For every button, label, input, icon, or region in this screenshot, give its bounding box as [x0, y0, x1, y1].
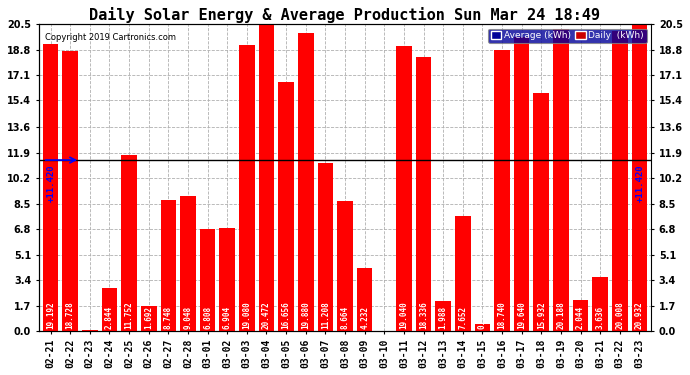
- Bar: [239, 45, 255, 331]
- Text: 8.664: 8.664: [340, 306, 350, 329]
- Text: 2.044: 2.044: [576, 306, 585, 329]
- Bar: [553, 29, 569, 331]
- Bar: [298, 33, 313, 331]
- Text: 19.080: 19.080: [242, 301, 251, 329]
- Bar: [494, 51, 510, 331]
- Text: 16.656: 16.656: [282, 301, 290, 329]
- Bar: [141, 306, 157, 331]
- Bar: [533, 93, 549, 331]
- Text: 1.692: 1.692: [144, 306, 153, 329]
- Title: Daily Solar Energy & Average Production Sun Mar 24 18:49: Daily Solar Energy & Average Production …: [90, 7, 600, 23]
- Text: Copyright 2019 Cartronics.com: Copyright 2019 Cartronics.com: [45, 33, 176, 42]
- Text: 1.988: 1.988: [439, 306, 448, 329]
- Text: 19.192: 19.192: [46, 301, 55, 329]
- Text: 18.728: 18.728: [66, 301, 75, 329]
- Text: 11.752: 11.752: [125, 301, 134, 329]
- Bar: [337, 201, 353, 331]
- Bar: [161, 200, 176, 331]
- Text: +11.420: +11.420: [47, 165, 56, 202]
- Text: 4.232: 4.232: [360, 306, 369, 329]
- Bar: [357, 268, 373, 331]
- Bar: [121, 155, 137, 331]
- Text: 20.932: 20.932: [635, 301, 644, 329]
- Text: 6.904: 6.904: [223, 306, 232, 329]
- Text: 15.932: 15.932: [537, 301, 546, 329]
- Bar: [43, 44, 59, 331]
- Bar: [317, 163, 333, 331]
- Text: 8.748: 8.748: [164, 306, 173, 329]
- Text: 20.472: 20.472: [262, 301, 271, 329]
- Bar: [396, 46, 412, 331]
- Text: 19.640: 19.640: [517, 301, 526, 329]
- Bar: [62, 51, 78, 331]
- Text: 19.880: 19.880: [302, 301, 310, 329]
- Legend: Average (kWh), Daily  (kWh): Average (kWh), Daily (kWh): [488, 28, 647, 43]
- Bar: [475, 324, 490, 331]
- Text: 11.208: 11.208: [321, 301, 330, 329]
- Text: 3.636: 3.636: [595, 306, 604, 329]
- Bar: [573, 300, 589, 331]
- Bar: [219, 228, 235, 331]
- Bar: [415, 57, 431, 331]
- Bar: [200, 229, 215, 331]
- Bar: [592, 277, 608, 331]
- Text: 0.452: 0.452: [478, 306, 487, 329]
- Bar: [514, 37, 529, 331]
- Bar: [278, 82, 294, 331]
- Bar: [455, 216, 471, 331]
- Text: 7.652: 7.652: [458, 306, 467, 329]
- Bar: [631, 18, 647, 331]
- Text: 20.188: 20.188: [556, 301, 565, 329]
- Bar: [82, 330, 98, 331]
- Text: 9.048: 9.048: [184, 306, 193, 329]
- Text: 18.336: 18.336: [419, 301, 428, 329]
- Text: +11.420: +11.420: [636, 165, 645, 202]
- Text: 2.844: 2.844: [105, 306, 114, 329]
- Bar: [180, 196, 196, 331]
- Bar: [612, 32, 628, 331]
- Bar: [101, 288, 117, 331]
- Bar: [259, 24, 275, 331]
- Bar: [435, 301, 451, 331]
- Text: 18.740: 18.740: [497, 301, 506, 329]
- Text: 6.808: 6.808: [203, 306, 212, 329]
- Text: 20.008: 20.008: [615, 301, 624, 329]
- Text: 19.040: 19.040: [400, 301, 408, 329]
